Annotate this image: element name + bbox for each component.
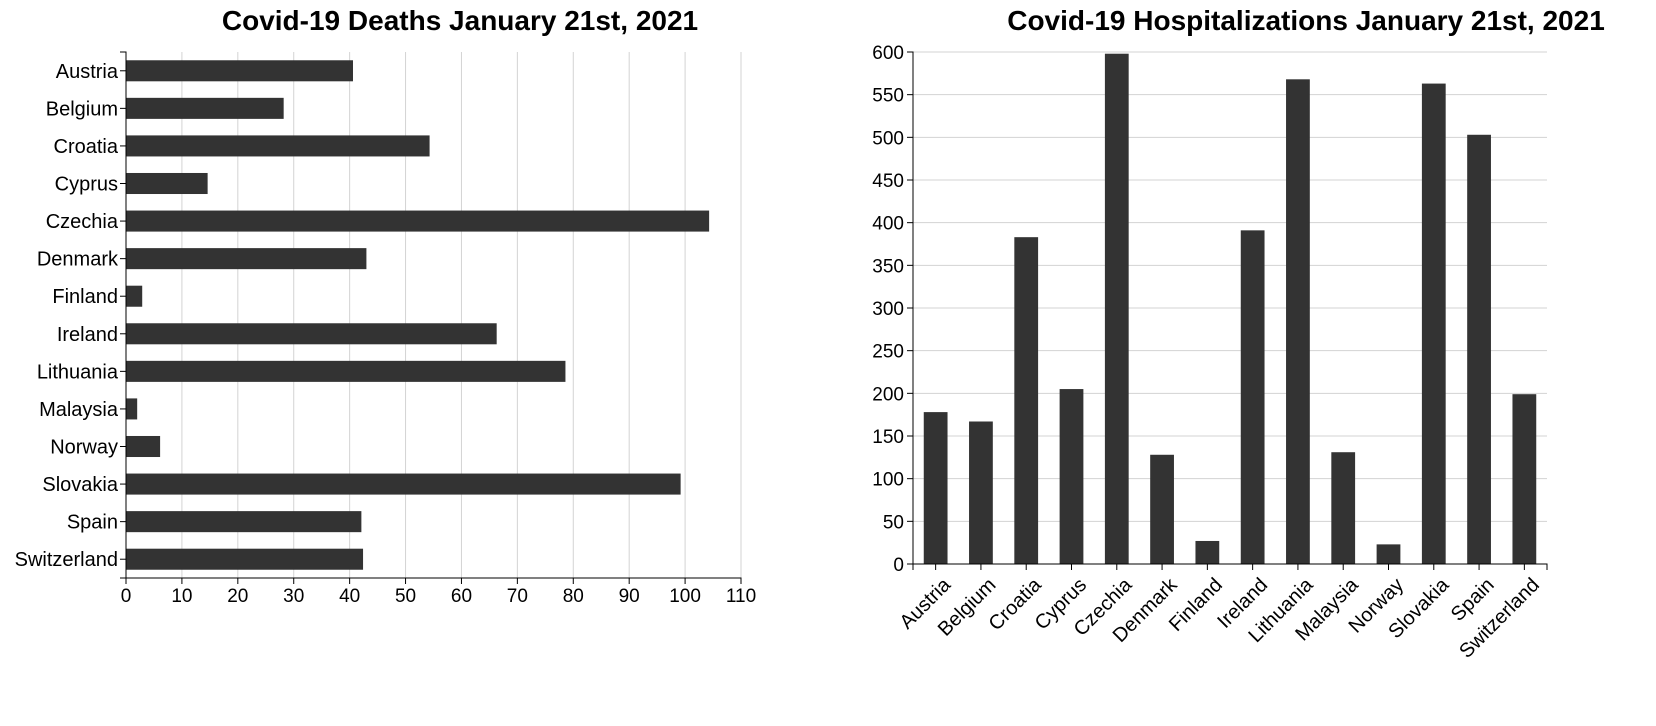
- deaths-axes: [120, 51, 742, 584]
- deaths-bar-czechia: [126, 210, 710, 232]
- deaths-category-label: Czechia: [46, 211, 119, 233]
- hospitalizations-chart-title: Covid-19 Hospitalizations January 21st, …: [1007, 5, 1605, 36]
- deaths-x-tick-label: 0: [121, 586, 132, 607]
- deaths-bar-denmark: [126, 248, 367, 270]
- hospitalizations-bar-denmark: [1150, 454, 1174, 564]
- deaths-category-label: Spain: [67, 512, 118, 534]
- hospitalizations-y-tick-label: 250: [872, 342, 904, 363]
- deaths-category-label: Austria: [56, 61, 119, 83]
- hospitalizations-bar-ireland: [1240, 230, 1265, 564]
- hospitalizations-y-tick-label: 50: [883, 512, 904, 533]
- hospitalizations-y-axis-line: [907, 51, 914, 565]
- hospitalizations-y-tick-label: 400: [872, 214, 904, 235]
- deaths-x-tick-label: 30: [283, 586, 304, 607]
- hospitalizations-bars: [923, 53, 1537, 565]
- hospitalizations-y-tick-label: 550: [872, 86, 904, 107]
- hospitalizations-y-tick-label: 500: [872, 128, 904, 149]
- hospitalizations-bar-finland: [1195, 540, 1220, 564]
- hospitalizations-bar-switzerland: [1512, 394, 1537, 564]
- deaths-bar-austria: [126, 60, 353, 82]
- deaths-category-label: Switzerland: [15, 549, 118, 571]
- deaths-bar-finland: [126, 285, 143, 307]
- hospitalizations-y-tick-label: 150: [872, 427, 904, 448]
- deaths-bar-lithuania: [126, 360, 566, 382]
- hospitalizations-category-labels: AustriaBelgiumCroatiaCyprusCzechiaDenmar…: [896, 573, 1544, 662]
- deaths-bar-spain: [126, 511, 362, 533]
- deaths-category-label: Croatia: [54, 136, 119, 158]
- deaths-category-label: Cyprus: [55, 174, 118, 196]
- deaths-chart-title: Covid-19 Deaths January 21st, 2021: [222, 5, 698, 36]
- deaths-x-tick-label: 90: [619, 586, 640, 607]
- hospitalizations-bar-malaysia: [1331, 452, 1356, 564]
- deaths-x-tick-label: 60: [451, 586, 472, 607]
- hospitalizations-bar-lithuania: [1286, 79, 1310, 564]
- hospitalizations-gridlines: [913, 51, 1547, 565]
- deaths-bar-croatia: [126, 135, 430, 157]
- deaths-category-label: Denmark: [37, 249, 119, 271]
- hospitalizations-y-tick-label: 300: [872, 299, 904, 320]
- hospitalizations-x-axis-line: [912, 563, 1548, 570]
- deaths-x-tick-label: 110: [726, 586, 756, 607]
- hospitalizations-bar-belgium: [969, 421, 993, 564]
- deaths-category-label: Finland: [52, 286, 118, 308]
- hospitalizations-y-tick-label: 600: [872, 43, 904, 64]
- deaths-y-axis-line: [120, 51, 127, 579]
- hospitalizations-bar-cyprus: [1059, 389, 1084, 564]
- deaths-category-label: Slovakia: [42, 474, 118, 496]
- deaths-x-axis-line: [125, 577, 742, 584]
- hospitalizations-y-tick-label: 350: [872, 256, 904, 277]
- hospitalizations-bar-spain: [1467, 134, 1491, 565]
- deaths-category-label: Norway: [50, 437, 118, 459]
- deaths-x-tick-label: 80: [563, 586, 584, 607]
- deaths-bar-norway: [126, 435, 161, 458]
- deaths-category-label: Malaysia: [39, 399, 119, 421]
- hospitalizations-bar-croatia: [1014, 237, 1039, 564]
- deaths-tick-labels: 0 10 20 30 40 50 60 70 80 90 100 110: [121, 586, 756, 607]
- hospitalizations-bar-slovakia: [1421, 83, 1446, 564]
- deaths-bars: [126, 60, 710, 570]
- deaths-x-tick-label: 50: [395, 586, 416, 607]
- deaths-bar-belgium: [126, 97, 284, 119]
- hospitalizations-axes: [907, 51, 1548, 570]
- deaths-category-label: Ireland: [57, 324, 118, 346]
- deaths-category-label: Belgium: [46, 98, 118, 120]
- hospitalizations-chart: Covid-19 Hospitalizations January 21st, …: [872, 5, 1604, 663]
- hospitalizations-y-tick-label: 200: [872, 384, 904, 405]
- deaths-bar-malaysia: [126, 398, 138, 420]
- hospitalizations-bar-norway: [1376, 544, 1401, 564]
- deaths-category-labels: Austria Belgium Croatia Cyprus Czechia Denmar…: [15, 61, 119, 571]
- hospitalizations-y-tick-label: 100: [872, 470, 904, 491]
- deaths-x-tick-label: 20: [227, 586, 248, 607]
- deaths-gridlines: [125, 52, 742, 578]
- deaths-bar-cyprus: [126, 172, 208, 195]
- deaths-bar-ireland: [126, 323, 497, 345]
- deaths-x-tick-label: 100: [669, 586, 701, 607]
- deaths-category-label: Lithuania: [37, 361, 119, 383]
- deaths-bar-slovakia: [126, 473, 681, 495]
- hospitalizations-y-tick-label: 0: [893, 555, 904, 576]
- deaths-x-tick-label: 40: [339, 586, 360, 607]
- hospitalizations-y-tick-label: 450: [872, 171, 904, 192]
- hospitalizations-bar-austria: [923, 412, 948, 564]
- hospitalizations-tick-labels: 0 50 100 150 200 250 300 350 400 450 500 550 600: [872, 43, 904, 576]
- deaths-chart: Covid-19 Deaths January 21st, 2021 Austr…: [15, 5, 757, 607]
- deaths-x-tick-label: 70: [507, 586, 528, 607]
- hospitalizations-bar-czechia: [1104, 53, 1129, 564]
- deaths-x-tick-label: 10: [171, 586, 192, 607]
- deaths-bar-switzerland: [126, 548, 364, 570]
